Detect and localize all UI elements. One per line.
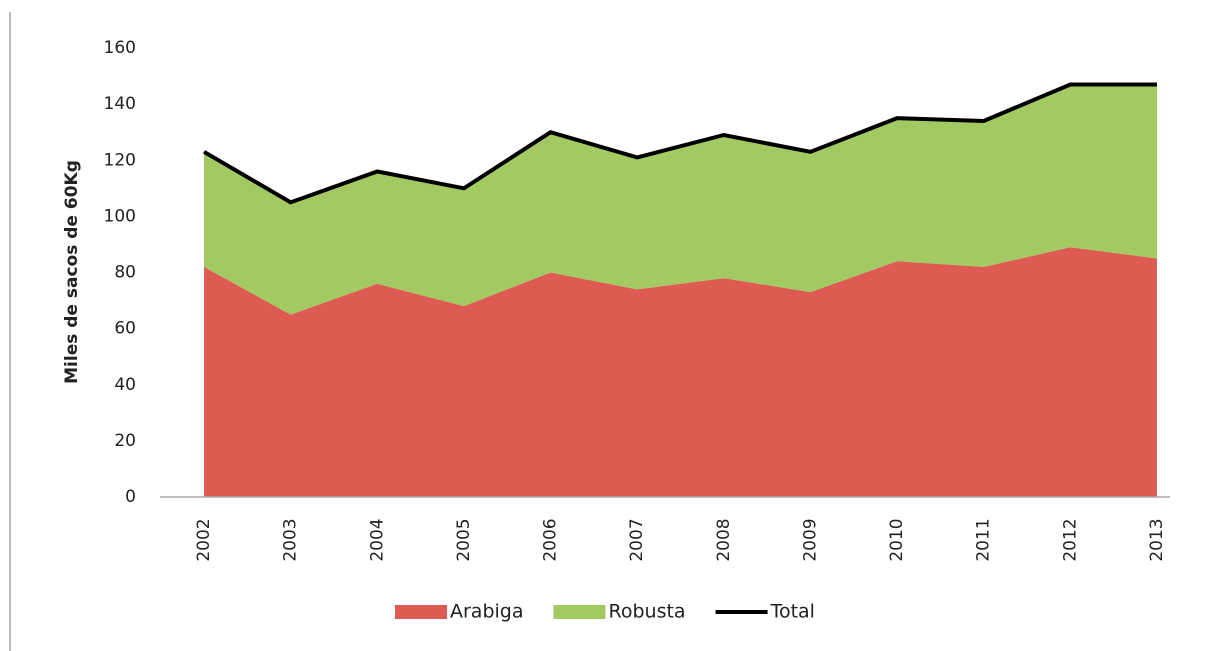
x-tick-label: 2009 — [800, 518, 820, 561]
x-tick-label: 2005 — [454, 518, 474, 561]
legend-label: Arabiga — [450, 601, 524, 623]
x-tick-label: 2008 — [714, 518, 734, 561]
x-tick-label: 2006 — [541, 518, 561, 561]
legend-label: Robusta — [609, 601, 686, 623]
total-line — [202, 82, 1157, 205]
y-tick-label: 120 — [104, 150, 136, 170]
x-tick-label: 2010 — [887, 518, 907, 561]
area — [204, 84, 1157, 315]
legend-swatch — [395, 605, 447, 619]
area — [204, 247, 1157, 497]
y-tick-label: 100 — [104, 206, 136, 226]
y-tick-label: 0 — [125, 487, 136, 507]
x-tick-label: 2007 — [627, 518, 647, 561]
y-tick-label: 20 — [114, 431, 136, 451]
x-tick-label: 2012 — [1060, 518, 1080, 561]
y-tick-label: 40 — [114, 375, 136, 395]
x-tick-label: 2004 — [367, 518, 387, 561]
legend-swatch — [553, 605, 606, 619]
x-tick-label: 2002 — [194, 518, 214, 561]
y-tick-label: 80 — [114, 263, 136, 283]
y-tick-label: 140 — [104, 94, 136, 114]
x-tick-label: 2013 — [1147, 518, 1167, 561]
y-tick-label: 160 — [104, 38, 136, 58]
x-tick-label: 2003 — [281, 518, 301, 561]
legend-label: Total — [770, 601, 815, 623]
y-tick-label: 60 — [114, 319, 136, 339]
x-tick-label: 2011 — [974, 518, 994, 561]
y-axis-label: Miles de sacos de 60Kg — [62, 160, 82, 384]
